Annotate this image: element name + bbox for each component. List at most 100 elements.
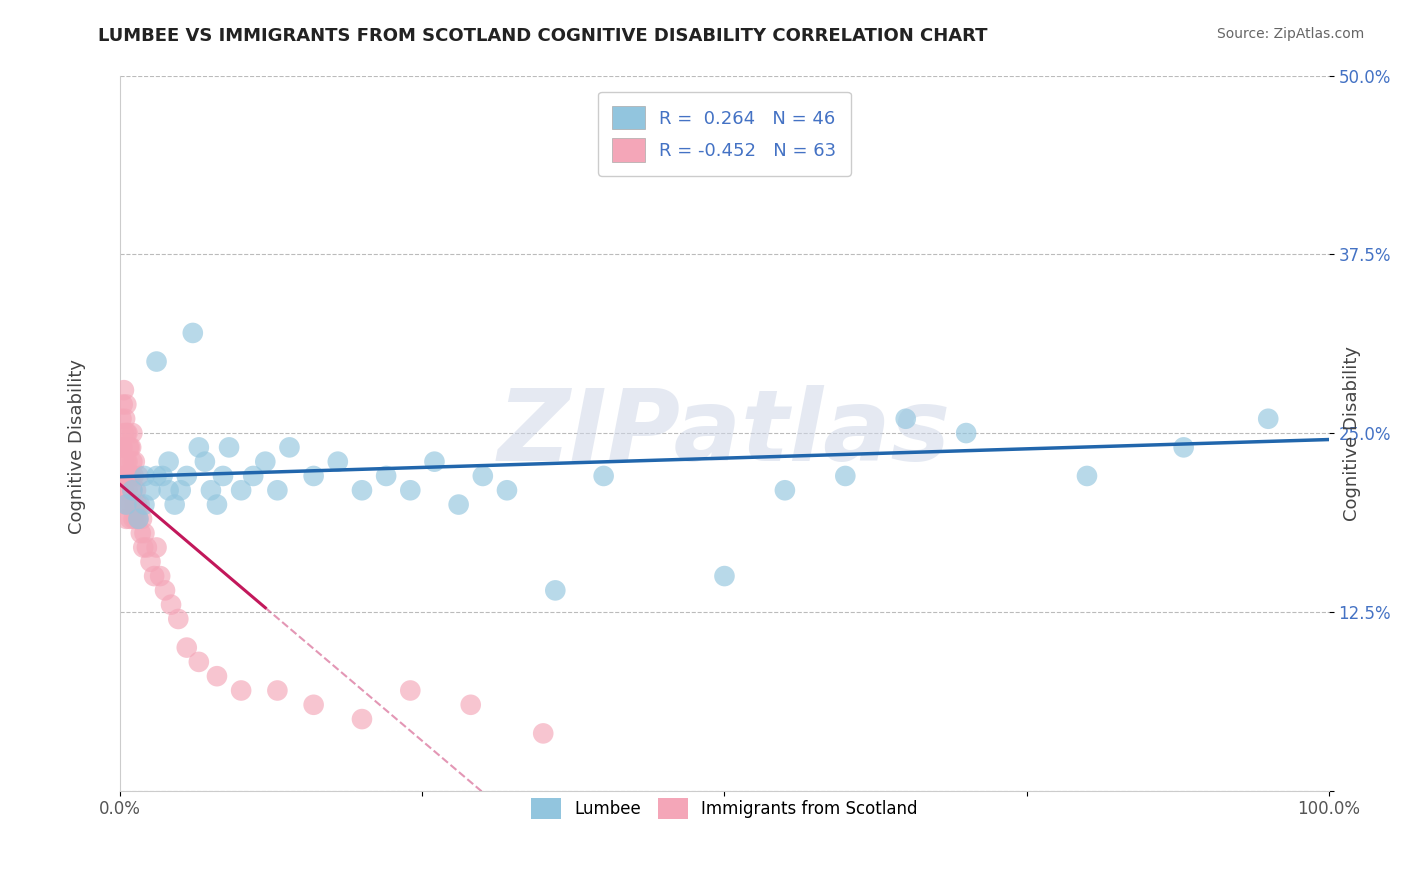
Point [127,512,149,526]
Point [127,512,149,526]
Point [163,498,186,512]
Point [139,483,162,498]
Point [135,541,157,555]
Point [118,498,141,512]
Point [205,498,228,512]
Point [205,669,228,683]
Point [278,441,301,455]
Point [112,483,135,498]
Point [115,498,138,512]
Point [124,498,146,512]
Point [176,469,198,483]
Point [496,483,519,498]
Point [231,683,253,698]
Point [110,411,132,425]
Point [399,683,422,698]
Point [125,512,148,526]
Point [266,483,288,498]
Point [112,455,135,469]
Point [157,455,180,469]
Point [181,326,204,340]
Point [218,441,240,455]
Text: ZIPatlas: ZIPatlas [498,384,950,482]
Point [122,469,145,483]
Point [127,469,149,483]
Point [115,512,138,526]
Point [132,541,155,555]
Point [423,455,446,469]
Legend: Lumbee, Immigrants from Scotland: Lumbee, Immigrants from Scotland [524,791,924,825]
Point [134,498,156,512]
Point [127,498,149,512]
Point [115,455,138,469]
Point [125,483,148,498]
Point [266,683,288,698]
Point [114,498,136,512]
Point [110,441,132,455]
Point [111,469,134,483]
Point [118,469,141,483]
Point [129,526,152,541]
Point [350,712,373,726]
Point [115,425,138,440]
Point [114,411,136,425]
Point [955,425,977,440]
Point [149,569,172,583]
Point [111,397,134,411]
Point [121,455,143,469]
Point [143,569,166,583]
Point [121,483,143,498]
Text: Cognitive Disability: Cognitive Disability [69,359,86,533]
Text: LUMBEE VS IMMIGRANTS FROM SCOTLAND COGNITIVE DISABILITY CORRELATION CHART: LUMBEE VS IMMIGRANTS FROM SCOTLAND COGNI… [98,27,988,45]
Point [157,483,180,498]
Point [652,154,675,169]
Point [145,541,167,555]
Point [460,698,482,712]
Point [115,397,138,411]
Point [112,425,135,440]
Point [713,569,735,583]
Point [773,483,796,498]
Point [326,455,349,469]
Point [1173,441,1195,455]
Point [187,441,209,455]
Point [139,555,162,569]
Y-axis label: Cognitive Disability: Cognitive Disability [1343,345,1361,521]
Point [471,469,494,483]
Point [200,483,222,498]
Point [447,498,470,512]
Point [134,526,156,541]
Point [131,512,153,526]
Point [894,411,917,425]
Point [112,383,135,397]
Point [117,425,139,440]
Point [375,469,398,483]
Point [1076,469,1098,483]
Point [117,483,139,498]
Point [120,469,142,483]
Point [124,455,146,469]
Point [176,640,198,655]
Point [111,441,134,455]
Point [212,469,235,483]
Point [231,483,253,498]
Point [153,583,176,598]
Point [531,726,554,740]
Point [834,469,856,483]
Point [120,498,142,512]
Point [117,455,139,469]
Point [592,469,614,483]
Point [160,598,183,612]
Point [120,441,142,455]
Point [302,469,325,483]
Point [118,512,141,526]
Point [121,483,143,498]
Point [242,469,264,483]
Point [118,469,141,483]
Point [170,483,193,498]
Point [1257,411,1279,425]
Point [122,512,145,526]
Point [121,425,143,440]
Point [152,469,174,483]
Point [254,455,277,469]
